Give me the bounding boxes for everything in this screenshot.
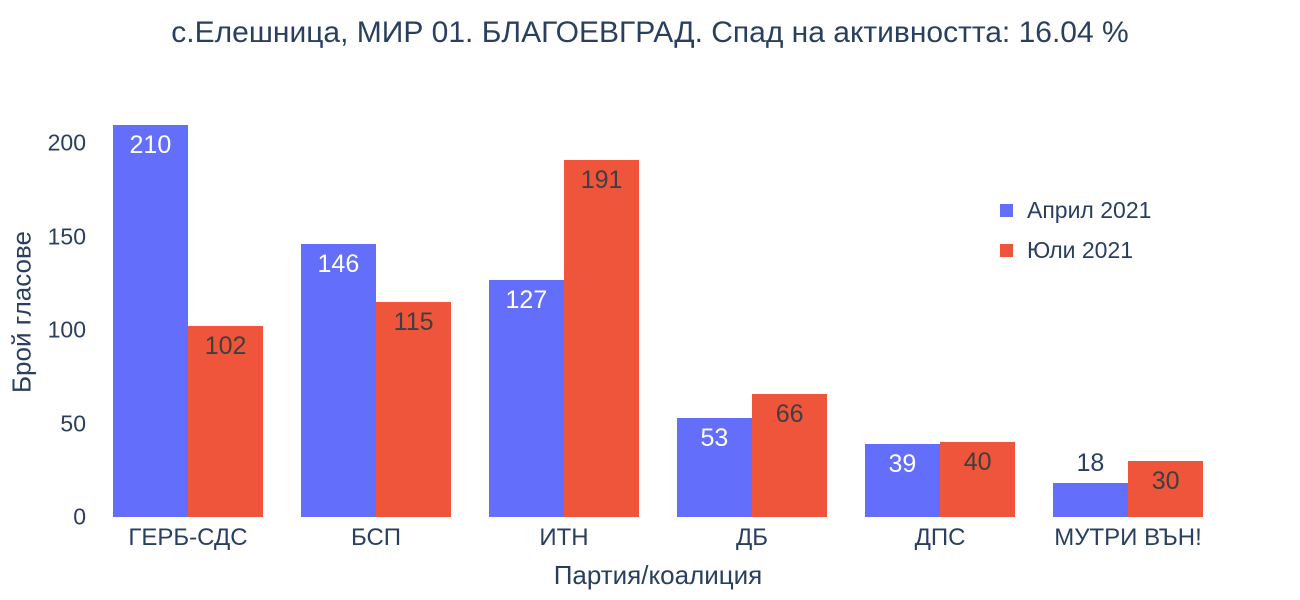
bar (112, 124, 188, 517)
x-tick-label: ДПС (914, 524, 966, 551)
y-tick-label: 150 (47, 223, 86, 250)
bar-value-label: 18 (1076, 449, 1105, 478)
bar (376, 302, 452, 517)
x-tick-label: ИТН (539, 524, 589, 551)
legend-item[interactable]: Юли 2021 (1000, 237, 1151, 264)
bar (676, 417, 752, 517)
y-tick-label: 0 (73, 503, 86, 530)
bar (864, 444, 940, 517)
y-tick-label: 50 (60, 410, 86, 437)
y-axis-title: Брой гласове (6, 230, 37, 394)
bar (1128, 460, 1204, 517)
y-tick-label: 100 (47, 316, 86, 343)
chart-title: с.Елешница, МИР 01. БЛАГОЕВГРАД. Спад на… (171, 16, 1129, 49)
bar (940, 442, 1016, 517)
bar (564, 160, 640, 517)
y-tick-label: 200 (47, 129, 86, 156)
legend-label: Юли 2021 (1027, 237, 1134, 263)
x-tick-label: ДБ (735, 524, 769, 551)
x-tick-label: БСП (350, 524, 402, 551)
legend-item[interactable]: Април 2021 (1000, 197, 1151, 224)
x-tick-label: ГЕРБ-СДС (128, 524, 248, 551)
legend: Април 2021 Юли 2021 (1000, 197, 1151, 264)
bar (188, 326, 264, 517)
bar (488, 279, 564, 517)
legend-swatch-icon (1000, 244, 1013, 257)
legend-swatch-icon (1000, 204, 1013, 217)
bar (1052, 483, 1128, 517)
x-tick-label: МУТРИ ВЪН! (1054, 524, 1202, 551)
bar (752, 393, 828, 517)
legend-label: Април 2021 (1027, 197, 1152, 223)
x-axis-title: Партия/коалиция (553, 560, 763, 590)
bar (300, 244, 376, 517)
